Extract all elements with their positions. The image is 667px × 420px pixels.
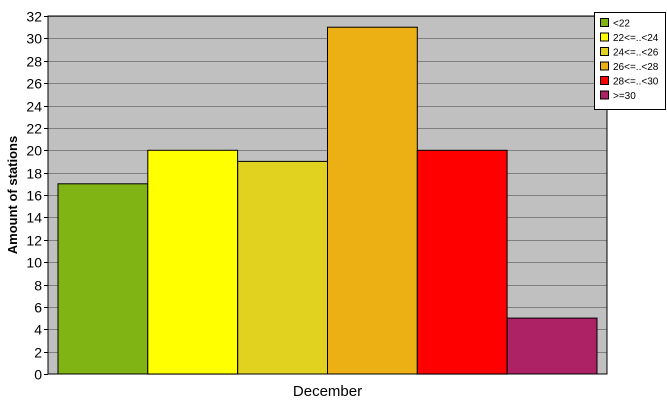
y-tick-label: 0 bbox=[34, 367, 42, 383]
y-axis-title: Amount of stations bbox=[5, 136, 20, 254]
legend-swatch bbox=[600, 18, 609, 27]
legend-swatch bbox=[600, 90, 609, 100]
bar bbox=[416, 149, 508, 375]
y-tick-label: 18 bbox=[26, 166, 42, 182]
y-tick-label: 28 bbox=[26, 54, 42, 70]
y-tick-label: 32 bbox=[26, 9, 42, 25]
legend-swatch bbox=[600, 61, 609, 71]
legend-swatch bbox=[600, 32, 609, 42]
legend: <22 22<=..<24 24<=..<26 26<=..<28 28<=..<30 >… bbox=[594, 12, 666, 110]
y-tick-label: 24 bbox=[26, 99, 42, 115]
y-tick-label: 2 bbox=[34, 345, 42, 361]
y-tick-label: 30 bbox=[26, 31, 42, 47]
y-tick-label: 8 bbox=[34, 278, 42, 294]
plot-border bbox=[47, 15, 608, 375]
x-category-label: December bbox=[293, 383, 362, 400]
legend-label: 28<=..<30 bbox=[613, 77, 659, 88]
legend-swatch bbox=[600, 47, 609, 56]
bar bbox=[327, 26, 418, 375]
bar bbox=[506, 317, 598, 375]
x-axis-categories: December bbox=[293, 383, 362, 400]
legend-label: 24<=..<26 bbox=[613, 48, 659, 59]
y-tick-label: 26 bbox=[26, 76, 42, 92]
legend-label: <22 bbox=[613, 19, 630, 30]
bar bbox=[57, 183, 149, 375]
y-tick-label: 14 bbox=[26, 210, 42, 226]
y-tick-label: 4 bbox=[34, 322, 42, 338]
legend-label: 26<=..<28 bbox=[613, 62, 659, 73]
y-tick-label: 12 bbox=[26, 233, 42, 249]
bars bbox=[57, 26, 598, 375]
legend-swatch bbox=[600, 76, 609, 85]
y-tick-label: 22 bbox=[26, 121, 42, 137]
y-tick-label: 16 bbox=[26, 188, 42, 204]
bar bbox=[237, 160, 328, 375]
bar bbox=[147, 149, 239, 375]
y-tick-label: 10 bbox=[26, 255, 42, 271]
y-tick-label: 6 bbox=[34, 300, 42, 316]
y-tick-label: 20 bbox=[26, 143, 42, 159]
legend-label: >=30 bbox=[613, 91, 636, 102]
legend-label: 22<=..<24 bbox=[613, 33, 659, 44]
